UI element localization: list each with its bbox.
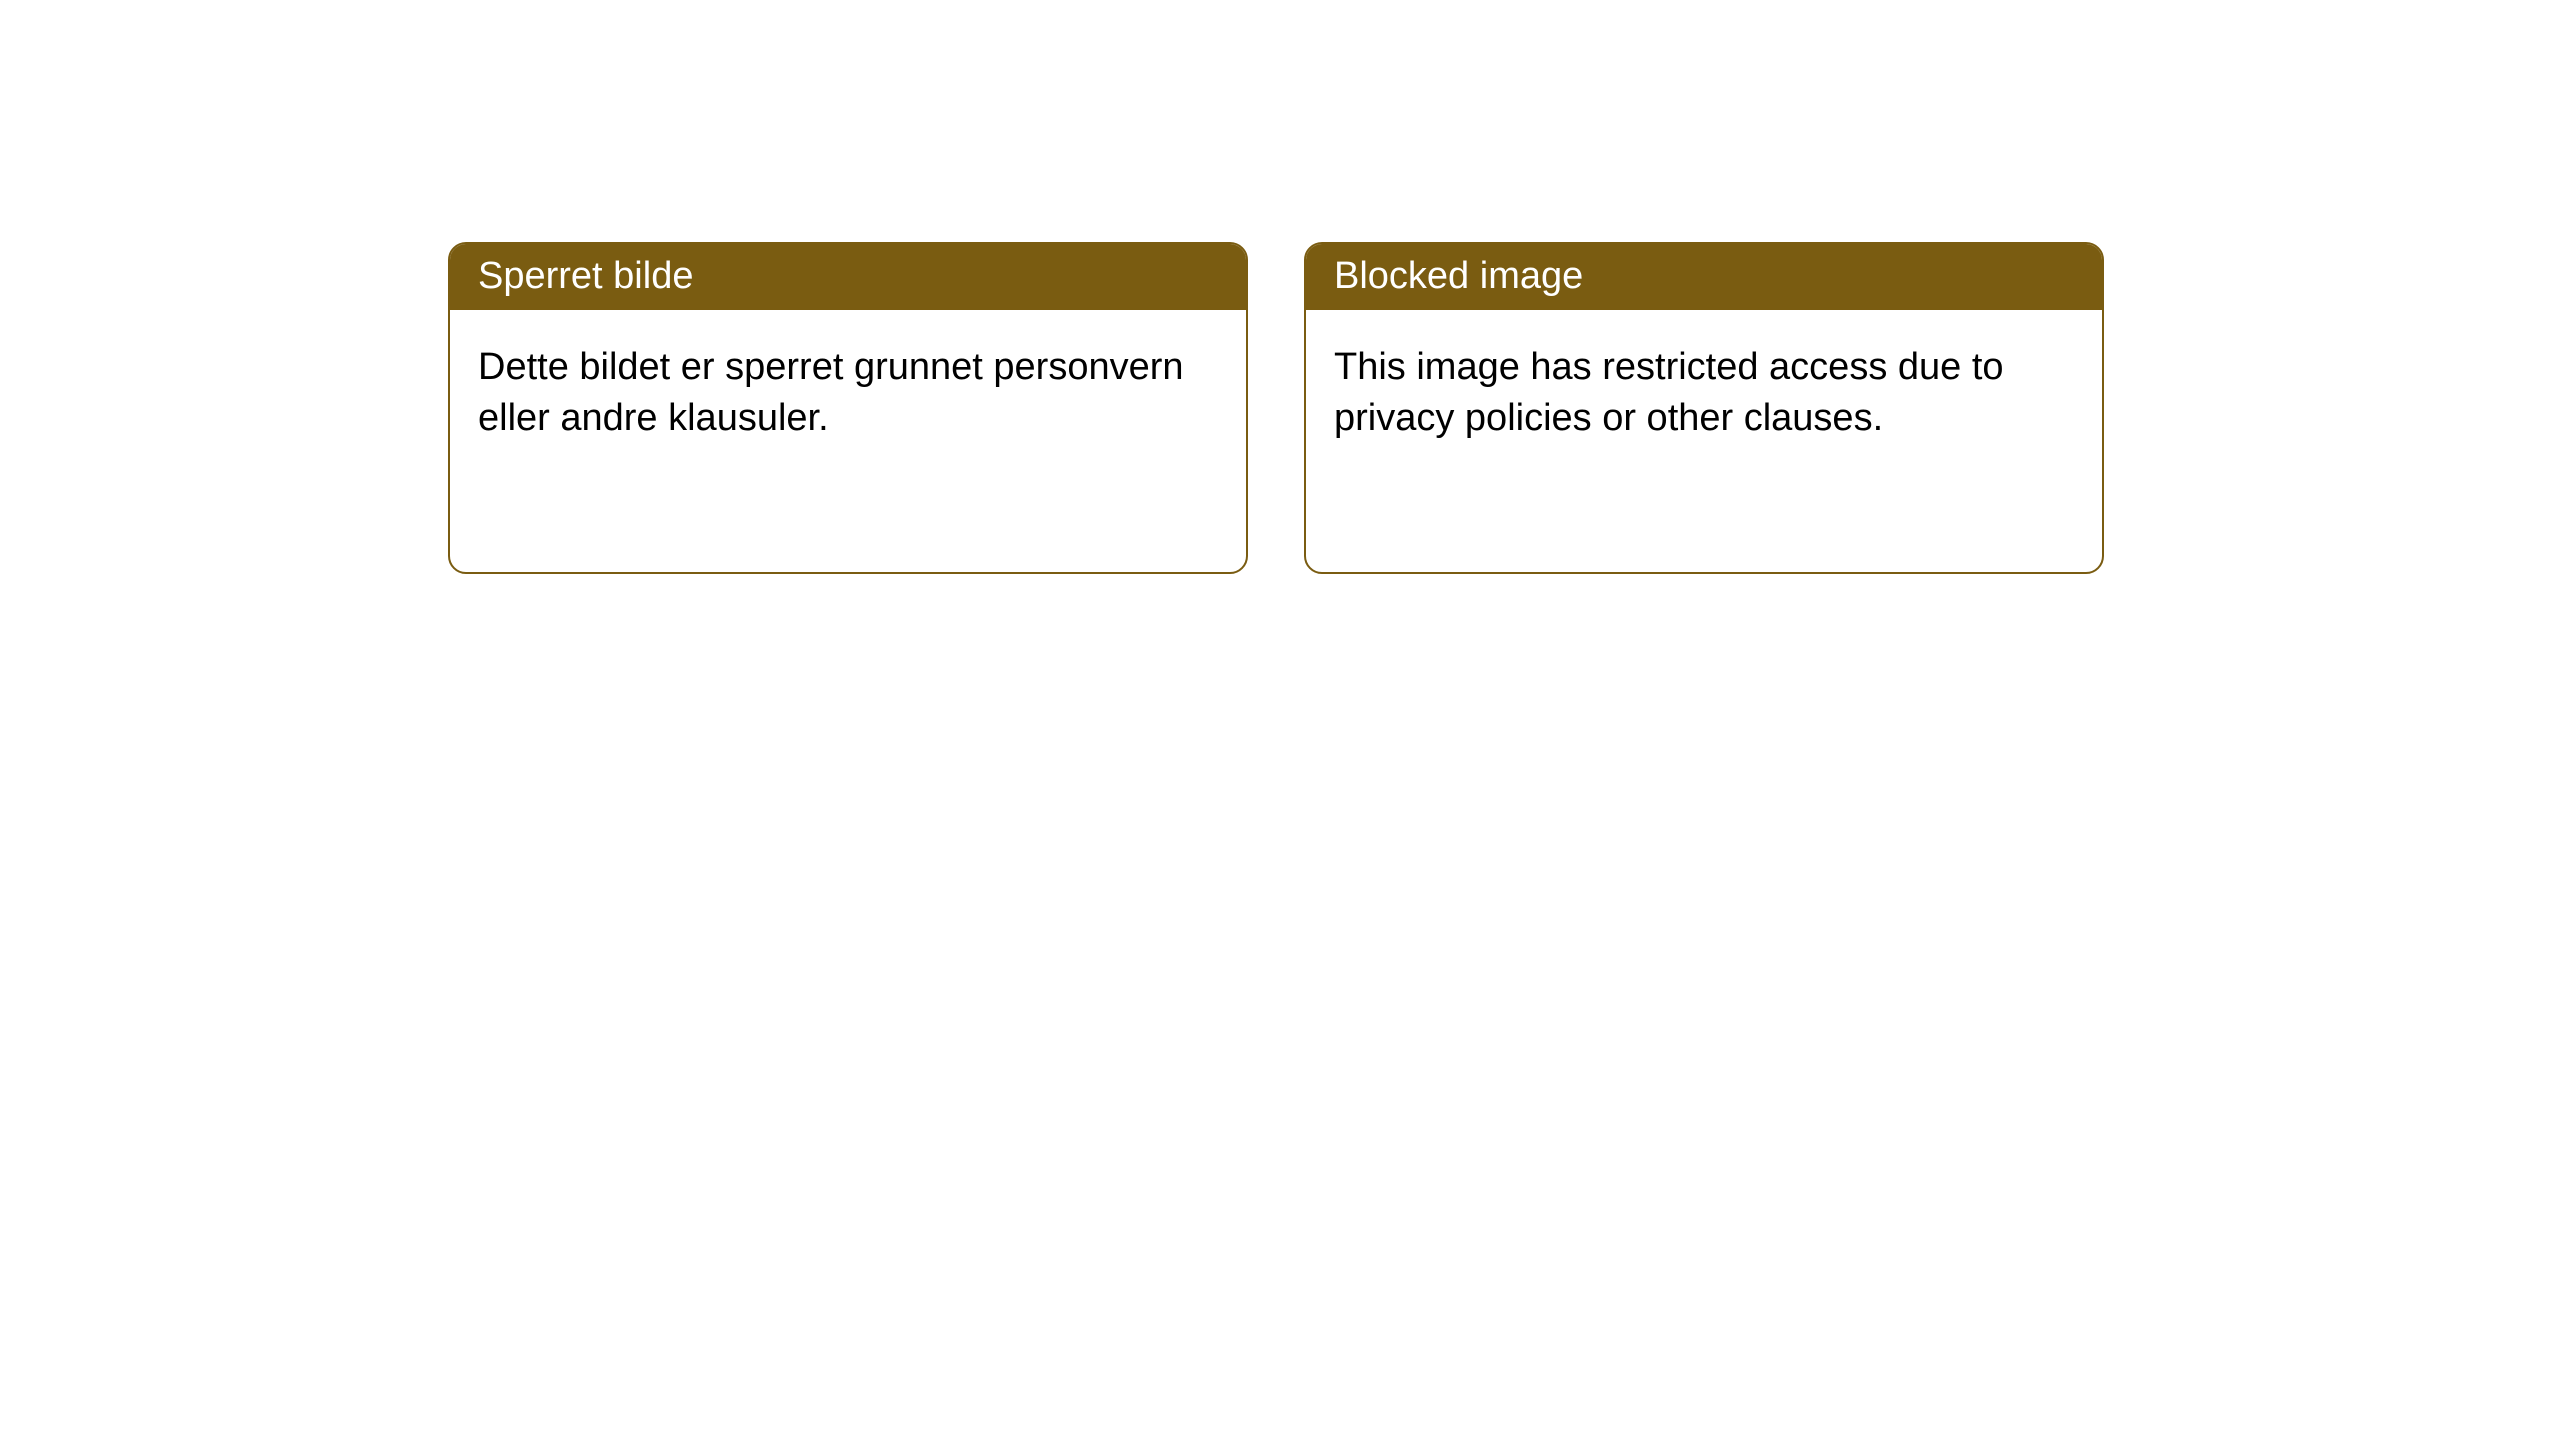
notice-card-english: Blocked image This image has restricted … [1304, 242, 2104, 574]
notice-card-norwegian: Sperret bilde Dette bildet er sperret gr… [448, 242, 1248, 574]
notice-body: This image has restricted access due to … [1306, 310, 2102, 477]
notice-container: Sperret bilde Dette bildet er sperret gr… [0, 0, 2560, 574]
notice-title: Blocked image [1306, 244, 2102, 310]
notice-title: Sperret bilde [450, 244, 1246, 310]
notice-body: Dette bildet er sperret grunnet personve… [450, 310, 1246, 477]
